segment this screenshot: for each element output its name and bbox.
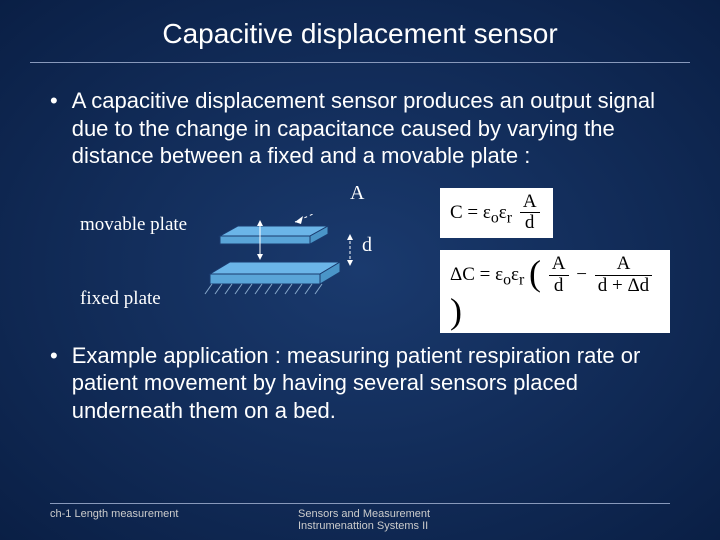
bullet-mark-icon: • — [50, 87, 58, 170]
slide-title: Capacitive displacement sensor — [50, 18, 670, 62]
bullet-2: • Example application : measuring patien… — [50, 342, 670, 425]
formula-delta-capacitance: ΔC = εoεr ( A d − A d + Δd ) — [440, 250, 670, 333]
lparen-icon: ( — [529, 257, 541, 289]
f2-den1: d — [549, 276, 569, 297]
formulas-area: C = εoεr A d ΔC = εoεr ( A d − A d + Δd — [400, 184, 670, 346]
f2-lhs: ΔC = ε — [450, 264, 503, 285]
f2-frac2: A d + Δd — [595, 254, 652, 297]
bullet-mark-icon: • — [50, 342, 58, 425]
f2-num2: A — [595, 254, 652, 276]
f1-num: A — [520, 192, 540, 214]
label-area: A — [350, 182, 364, 205]
bullet-1-text: A capacitive displacement sensor produce… — [72, 87, 670, 170]
bullet-2-text: Example application : measuring patient … — [72, 342, 670, 425]
f2-frac1: A d — [549, 254, 569, 297]
footer-center: Sensors and Measurement Instrumenattion … — [298, 508, 546, 532]
diagram-left: A movable plate d fixed plate — [50, 184, 400, 324]
footer: ch-1 Length measurement Sensors and Meas… — [50, 503, 670, 532]
rparen-icon: ) — [450, 295, 462, 327]
f2-minus: − — [576, 264, 591, 285]
f1-sub1: o — [491, 209, 499, 226]
f2-den2: d + Δd — [595, 276, 652, 297]
f1-den: d — [520, 213, 540, 234]
label-fixed-plate: fixed plate — [80, 288, 161, 310]
f2-mid: ε — [511, 264, 519, 285]
footer-left: ch-1 Length measurement — [50, 508, 298, 532]
f2-sub2: r — [519, 272, 524, 289]
f1-frac: A d — [520, 192, 540, 235]
diagram-row: A movable plate d fixed plate — [50, 184, 670, 324]
formula-capacitance: C = εoεr A d — [440, 188, 553, 239]
f1-lhs: C = ε — [450, 201, 491, 222]
f2-num1: A — [549, 254, 569, 276]
bullet-1: • A capacitive displacement sensor produ… — [50, 87, 670, 170]
footer-c1: Sensors and Measurement — [298, 508, 430, 520]
capacitor-diagram-icon — [200, 214, 370, 324]
title-underline — [30, 62, 690, 63]
label-movable-plate: movable plate — [80, 214, 187, 236]
f2-sub1: o — [503, 272, 511, 289]
footer-c2: Instrumenattion Systems II — [298, 520, 428, 532]
slide: Capacitive displacement sensor • A capac… — [0, 0, 720, 540]
f1-sub2: r — [507, 209, 512, 226]
f1-mid: ε — [499, 201, 507, 222]
